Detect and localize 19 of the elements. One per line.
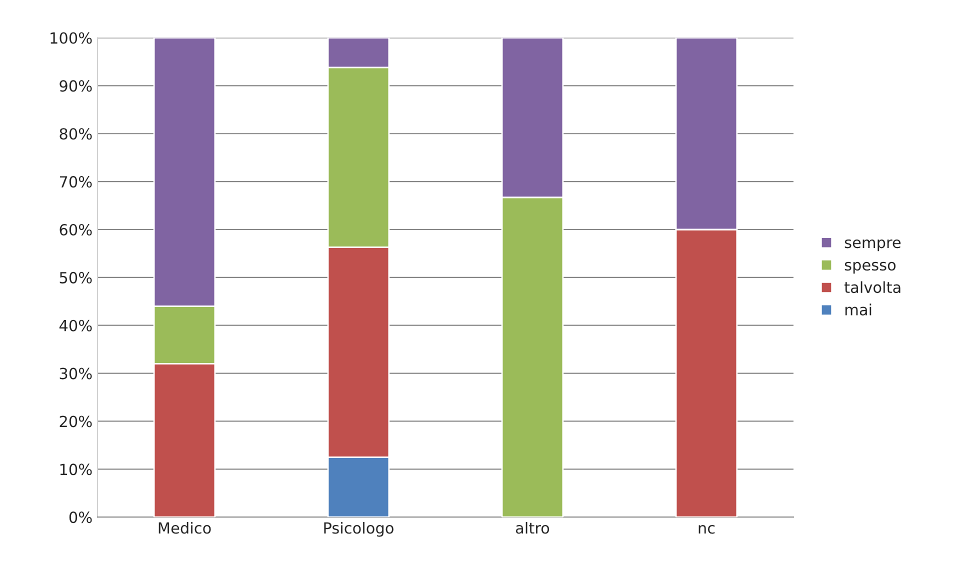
legend-label: spesso	[844, 262, 896, 274]
y-tick-label: 100%	[50, 32, 92, 44]
y-tick-label: 10%	[60, 464, 92, 476]
y-tick-label: 60%	[60, 224, 92, 236]
x-tick-label: Psicologo	[324, 522, 394, 537]
y-tick-label: 80%	[60, 128, 92, 140]
y-tick-label: 40%	[59, 320, 92, 332]
y-tick-label: 70%	[60, 176, 92, 188]
x-tick-label: altro	[516, 522, 550, 534]
x-tick-label: nc	[698, 525, 715, 534]
y-tick-label: 30%	[60, 368, 92, 380]
x-tick-label: Medico	[158, 522, 211, 534]
legend-label: sempre	[844, 239, 901, 252]
legend-label: mai	[845, 304, 872, 316]
y-tick-label: 20%	[60, 416, 92, 428]
y-tick-label: 0%	[69, 512, 92, 524]
y-tick-label: 50%	[60, 272, 92, 284]
legend-label: talvolta	[844, 281, 900, 294]
y-tick-label: 90%	[60, 80, 92, 92]
